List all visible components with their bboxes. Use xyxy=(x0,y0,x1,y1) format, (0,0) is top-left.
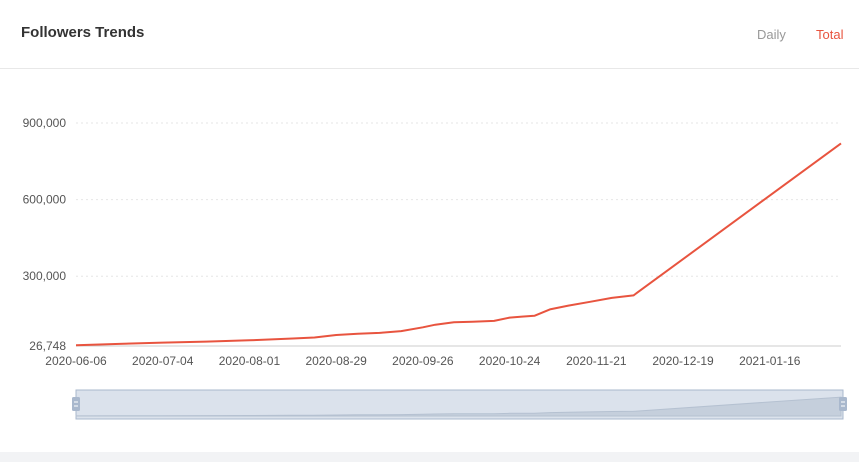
data-zoom-right-handle[interactable] xyxy=(839,397,847,411)
followers-trends-card: Followers Trends Daily Total 26,748 300,0… xyxy=(0,0,859,425)
x-tick-label: 2020-10-24 xyxy=(479,354,541,368)
x-tick-label: 2020-08-29 xyxy=(305,354,367,368)
x-tick-label: 2020-08-01 xyxy=(219,354,281,368)
x-tick-label: 2020-06-06 xyxy=(45,354,107,368)
x-tick-label: 2020-07-04 xyxy=(132,354,194,368)
card-header: Followers Trends Daily Total xyxy=(0,0,859,69)
data-zoom-left-handle[interactable] xyxy=(72,397,80,411)
y-tick-label: 900,000 xyxy=(23,116,67,130)
data-zoom-preview-area xyxy=(75,396,842,417)
x-tick-label: 2020-09-26 xyxy=(392,354,454,368)
y-tick-label: 600,000 xyxy=(23,193,67,207)
x-tick-label: 2020-12-19 xyxy=(652,354,714,368)
y-tick-label: 26,748 xyxy=(29,339,66,353)
y-tick-label: 300,000 xyxy=(23,269,67,283)
chart-title: Followers Trends xyxy=(21,24,145,41)
data-zoom-slider[interactable] xyxy=(0,385,859,425)
x-tick-label: 2020-11-21 xyxy=(566,354,627,368)
followers-line-chart: 26,748 300,000 600,000 900,000 2020-06-06 202… xyxy=(23,116,842,368)
tab-total[interactable]: Total xyxy=(816,27,844,42)
series-line xyxy=(75,142,842,347)
tab-daily[interactable]: Daily xyxy=(757,27,786,42)
page-footer-strip xyxy=(0,452,859,462)
x-tick-label: 2021-01-16 xyxy=(739,354,801,368)
